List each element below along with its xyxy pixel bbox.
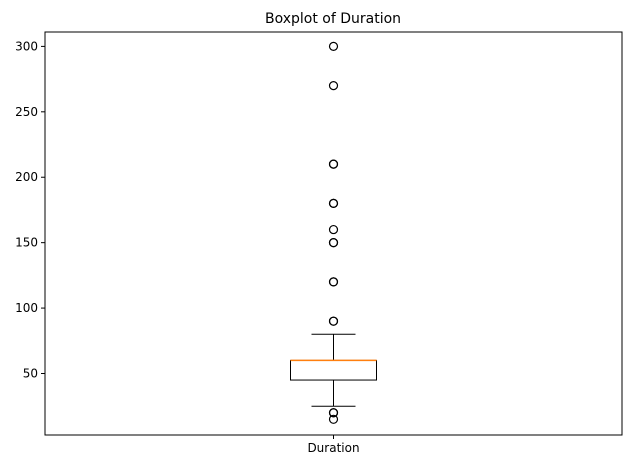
outlier-point bbox=[328, 224, 339, 235]
outlier-point bbox=[328, 316, 339, 326]
y-tick-label: 300 bbox=[15, 39, 38, 53]
y-tick-label: 250 bbox=[15, 105, 38, 119]
outlier-point bbox=[328, 277, 339, 287]
x-tick-label: Duration bbox=[307, 441, 359, 455]
outlier-point bbox=[328, 159, 339, 169]
y-tick-label: 200 bbox=[15, 170, 38, 184]
y-tick-label: 100 bbox=[15, 301, 38, 315]
y-tick-label: 150 bbox=[15, 236, 38, 250]
box-group bbox=[290, 333, 377, 407]
x-axis: Duration bbox=[307, 435, 360, 455]
y-tick-label: 50 bbox=[23, 367, 38, 381]
y-axis: 50 100 150 200 250 300 bbox=[15, 39, 45, 381]
outlier-point bbox=[328, 238, 339, 248]
outlier-point bbox=[328, 81, 339, 91]
outlier-point bbox=[328, 414, 339, 424]
chart-title: Boxplot of Duration bbox=[265, 11, 401, 27]
outlier-point bbox=[328, 198, 339, 209]
outliers bbox=[328, 41, 339, 424]
outlier-point bbox=[328, 408, 339, 418]
outlier-point bbox=[328, 41, 339, 51]
